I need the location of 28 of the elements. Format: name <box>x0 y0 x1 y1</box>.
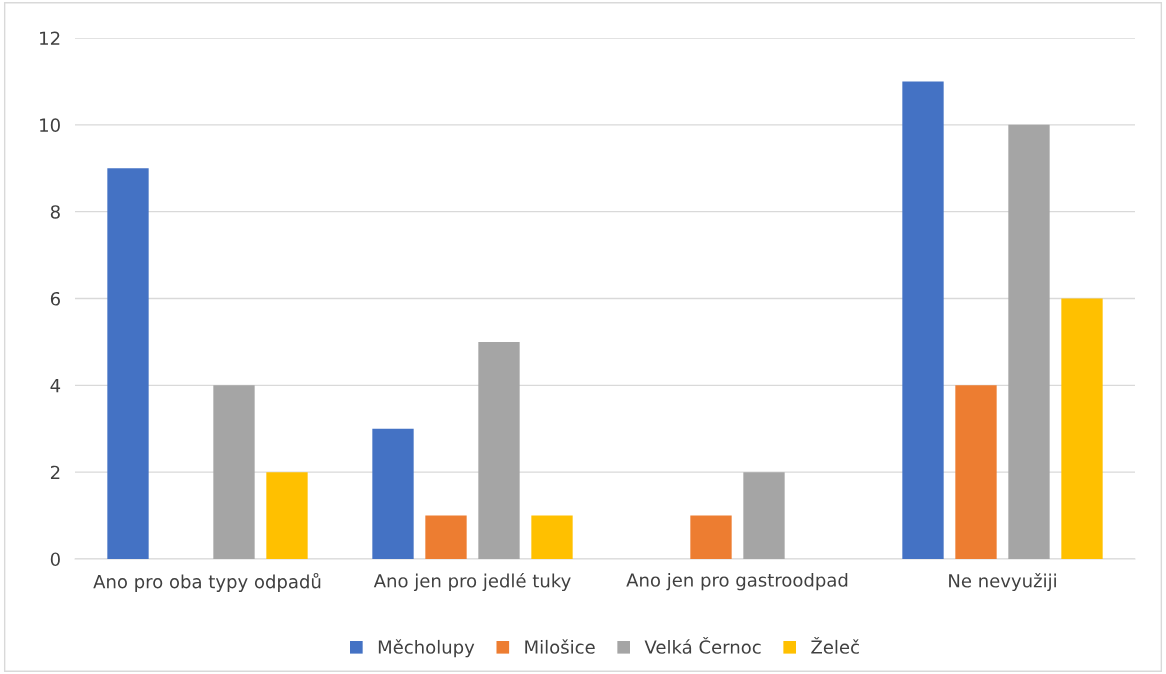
y-tick-label: 0 <box>50 552 60 567</box>
bar <box>266 472 308 559</box>
legend-label: Milošice <box>525 639 595 654</box>
y-tick-label: 2 <box>50 465 60 480</box>
x-tick-label: Ano jen pro jedlé tuky <box>373 572 571 592</box>
bar <box>107 168 149 559</box>
bar <box>690 515 732 559</box>
bar <box>743 472 785 559</box>
y-tick-label: 6 <box>50 291 60 306</box>
bar <box>902 81 944 559</box>
y-tick-label: 10 <box>40 118 60 132</box>
bar <box>1061 298 1103 559</box>
legend-label: Velká Černoc <box>644 636 761 654</box>
bar <box>213 385 255 559</box>
bar <box>1008 124 1050 559</box>
x-tick-label: Ano pro oba typy odpadů <box>93 572 321 592</box>
legend-label: Měcholupy <box>378 639 475 658</box>
bar <box>425 515 467 559</box>
bar <box>478 341 520 559</box>
bar <box>372 428 414 559</box>
bar <box>531 515 573 559</box>
bar <box>955 385 997 559</box>
x-tick-label: Ne nevyužiji <box>949 572 1056 592</box>
legend-label: Želeč <box>811 636 859 654</box>
y-tick-label: 4 <box>50 379 61 393</box>
y-tick-label: 12 <box>40 31 60 45</box>
y-tick-label: 8 <box>50 205 60 219</box>
x-tick-label: Ano jen pro gastroodpad <box>626 572 848 591</box>
